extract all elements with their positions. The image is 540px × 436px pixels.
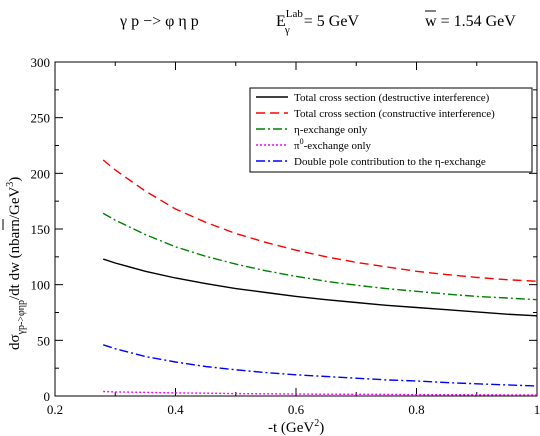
- y-tick-label: 100: [31, 278, 51, 293]
- y-axis-label-prefix: dσ: [7, 334, 23, 350]
- y-axis-label-suffix: (nbarn/GeV: [7, 187, 23, 263]
- title-w-value: = 1.54 GeV: [437, 13, 517, 30]
- x-axis-label-main: -t (GeV: [268, 420, 314, 436]
- y-axis-label-sub: γp->φηp: [16, 300, 27, 335]
- title-energy: ELab γ = 5 GeV: [276, 8, 359, 36]
- svg-text:dσγp->φηp/dt dw (nbarn/GeV3): dσγp->φηp/dt dw (nbarn/GeV3): [5, 177, 27, 350]
- y-tick-label: 50: [37, 333, 50, 348]
- title-energy-value: = 5 GeV: [300, 13, 360, 30]
- title-energy-sup: Lab: [286, 8, 304, 20]
- series-line-3: [103, 390, 537, 396]
- x-axis-label-end: ): [319, 420, 324, 436]
- title-w-label: w: [425, 13, 437, 30]
- chart-title: γ p −> φ η p ELab γ = 5 GeV w = 1.54 GeV: [119, 8, 516, 36]
- series-line-4: [102, 344, 538, 387]
- legend-label-2: η-exchange only: [294, 124, 368, 136]
- legend-label-4: Double pole contribution to the η-exchan…: [294, 156, 486, 168]
- y-axis-label-sup: 3: [5, 182, 16, 187]
- legend-box: [249, 87, 533, 173]
- y-tick-label: 250: [31, 111, 51, 126]
- legend: Total cross section (destructive interfe…: [249, 87, 533, 173]
- series-line-0: [102, 258, 538, 317]
- title-energy-label: E: [276, 13, 286, 30]
- x-tick-label: 0.2: [47, 402, 63, 417]
- y-axis-label: dσγp->φηp/dt dw (nbarn/GeV3): [2, 177, 27, 350]
- x-axis-label-sup: 2: [314, 418, 319, 429]
- y-tick-label: 300: [31, 55, 51, 70]
- legend-label-3: π0-exchange only: [294, 137, 372, 152]
- x-tick-label: 0.4: [167, 402, 184, 417]
- axis-tick-labels: 0.2 0.4 0.6 0.8 1 0 50 100 150 200 250 300: [31, 55, 540, 417]
- y-tick-label: 200: [31, 166, 51, 181]
- y-tick-label: 0: [44, 389, 51, 404]
- x-axis-label: -t (GeV2): [268, 418, 324, 436]
- series-line-1: [102, 159, 538, 282]
- series-lines: [102, 159, 538, 396]
- y-tick-label: 150: [31, 222, 51, 237]
- x-tick-label: 1: [534, 402, 540, 417]
- y-axis-label-wbar: w: [7, 262, 23, 273]
- x-tick-label: 0.6: [288, 402, 305, 417]
- title-reaction: γ p −> φ η p: [119, 13, 199, 30]
- y-axis-label-middle: /dt d: [7, 272, 23, 300]
- series-line-2: [102, 212, 538, 301]
- x-tick-label: 0.8: [408, 402, 424, 417]
- legend-label-1: Total cross section (constructive interf…: [294, 108, 495, 120]
- legend-label-0: Total cross section (destructive interfe…: [294, 92, 490, 104]
- title-energy-sub: γ: [284, 24, 290, 36]
- title-w: w = 1.54 GeV: [425, 13, 516, 30]
- y-axis-label-end: ): [7, 177, 23, 182]
